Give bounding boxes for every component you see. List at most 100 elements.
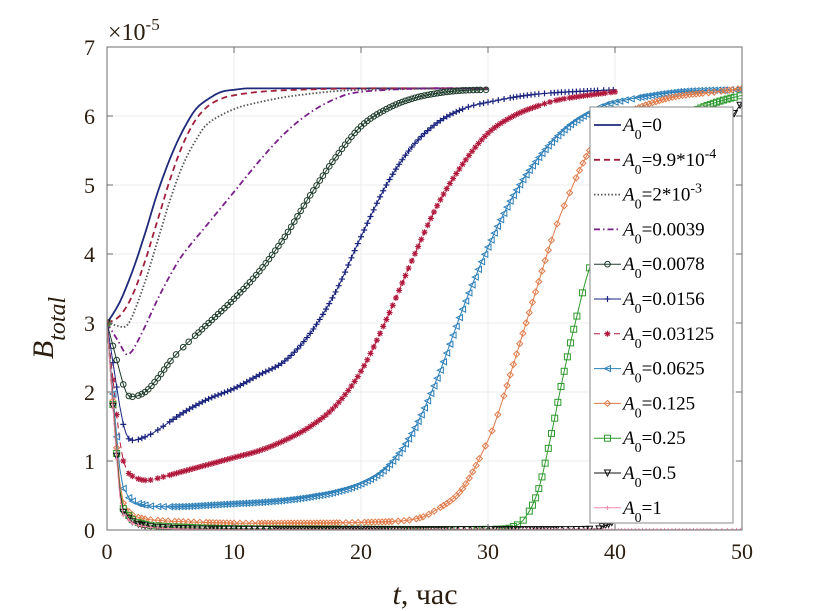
circle-marker bbox=[154, 374, 162, 382]
star-marker bbox=[288, 434, 295, 441]
star-marker bbox=[500, 118, 507, 125]
plus-marker bbox=[237, 382, 244, 389]
star-marker bbox=[364, 356, 371, 363]
legend-item: A0=0.5 bbox=[594, 463, 676, 491]
star-marker bbox=[604, 330, 611, 337]
plus-marker bbox=[227, 386, 234, 393]
circle-marker bbox=[338, 145, 346, 153]
star-marker bbox=[348, 383, 355, 390]
star-marker bbox=[297, 429, 304, 436]
triangle-down-marker bbox=[158, 524, 167, 530]
star-marker bbox=[453, 170, 460, 177]
triangle-left-marker bbox=[525, 166, 533, 175]
triangle-left-marker bbox=[445, 340, 454, 348]
axes-box bbox=[106, 46, 743, 531]
triangle-left-marker bbox=[654, 90, 662, 99]
circle-marker bbox=[473, 86, 481, 94]
diamond-marker bbox=[671, 92, 680, 101]
diamond-marker bbox=[553, 220, 561, 228]
star-marker bbox=[319, 414, 326, 421]
triangle-down-marker bbox=[581, 525, 590, 530]
plus-marker bbox=[446, 111, 453, 118]
square-marker bbox=[538, 473, 546, 481]
circle-marker bbox=[125, 392, 133, 400]
diamond-marker bbox=[455, 488, 464, 497]
plus-small-marker bbox=[209, 527, 214, 530]
plus-marker bbox=[373, 200, 380, 207]
diamond-marker bbox=[503, 381, 511, 390]
triangle-left-marker bbox=[461, 297, 470, 305]
diamond-marker bbox=[535, 277, 543, 286]
triangle-left-marker bbox=[650, 91, 659, 99]
circle-marker bbox=[386, 104, 393, 111]
plus-marker bbox=[361, 227, 368, 234]
star-marker bbox=[275, 440, 282, 447]
circle-marker bbox=[256, 267, 263, 275]
plus-marker bbox=[147, 431, 154, 438]
diamond-marker bbox=[436, 503, 445, 512]
triangle-left-marker bbox=[426, 389, 435, 398]
plus-marker bbox=[335, 282, 342, 289]
circle-marker bbox=[462, 86, 470, 94]
star-marker bbox=[475, 140, 482, 147]
triangle-left-marker bbox=[433, 374, 441, 383]
star-marker bbox=[402, 272, 409, 279]
circle-marker bbox=[449, 87, 457, 95]
circle-marker bbox=[332, 154, 339, 161]
circle-marker bbox=[421, 92, 428, 99]
triangle-left-marker bbox=[194, 501, 203, 510]
circle-marker bbox=[433, 89, 441, 97]
circle-marker bbox=[294, 212, 301, 220]
triangle-left-marker bbox=[464, 289, 473, 297]
triangle-left-marker bbox=[499, 209, 508, 218]
circle-marker bbox=[414, 93, 422, 101]
diamond-marker bbox=[419, 513, 427, 521]
plus-marker bbox=[275, 362, 282, 369]
x-tick-label: 0 bbox=[102, 539, 113, 564]
triangle-left-marker bbox=[191, 502, 200, 510]
circle-marker bbox=[341, 141, 349, 148]
square-marker bbox=[604, 434, 611, 442]
triangle-left-marker bbox=[458, 305, 467, 314]
diamond-marker bbox=[405, 516, 414, 524]
triangle-left-marker bbox=[306, 493, 314, 501]
circle-marker bbox=[430, 90, 438, 98]
diamond-marker bbox=[481, 442, 490, 450]
legend-label: A0=0.5 bbox=[621, 463, 676, 491]
triangle-left-marker bbox=[647, 91, 655, 100]
circle-marker bbox=[411, 94, 419, 102]
circle-marker bbox=[329, 158, 336, 166]
star-marker bbox=[189, 465, 196, 472]
legend-label: A0=0.0156 bbox=[621, 289, 705, 317]
triangle-left-marker bbox=[490, 229, 498, 237]
legend-label: A0=0.0625 bbox=[621, 359, 705, 387]
diamond-marker bbox=[430, 507, 438, 515]
star-marker bbox=[294, 431, 301, 438]
triangle-left-marker bbox=[379, 467, 387, 475]
star-marker bbox=[323, 411, 330, 418]
x-tick-label: 40 bbox=[604, 539, 626, 564]
square-marker bbox=[563, 353, 571, 361]
plus-marker bbox=[284, 355, 291, 362]
triangle-left-marker bbox=[487, 236, 495, 244]
triangle-left-marker bbox=[372, 471, 381, 480]
triangle-left-marker bbox=[550, 135, 559, 143]
star-marker bbox=[380, 323, 387, 330]
star-marker bbox=[342, 391, 349, 398]
triangle-down-marker bbox=[153, 523, 162, 530]
star-marker bbox=[553, 97, 560, 104]
triangle-left-marker bbox=[544, 142, 552, 150]
square-marker bbox=[573, 312, 581, 320]
circle-marker bbox=[262, 259, 270, 267]
plus-marker bbox=[396, 161, 403, 168]
triangle-left-marker bbox=[621, 96, 629, 104]
plus-marker bbox=[250, 375, 257, 382]
star-marker bbox=[367, 350, 374, 357]
star-marker bbox=[259, 446, 266, 453]
circle-marker bbox=[287, 223, 295, 231]
legend-item: A0=0.03125 bbox=[594, 324, 714, 352]
circle-marker bbox=[379, 107, 387, 115]
diamond-marker bbox=[381, 518, 390, 526]
plus-marker bbox=[288, 352, 295, 359]
triangle-left-marker bbox=[267, 497, 276, 506]
